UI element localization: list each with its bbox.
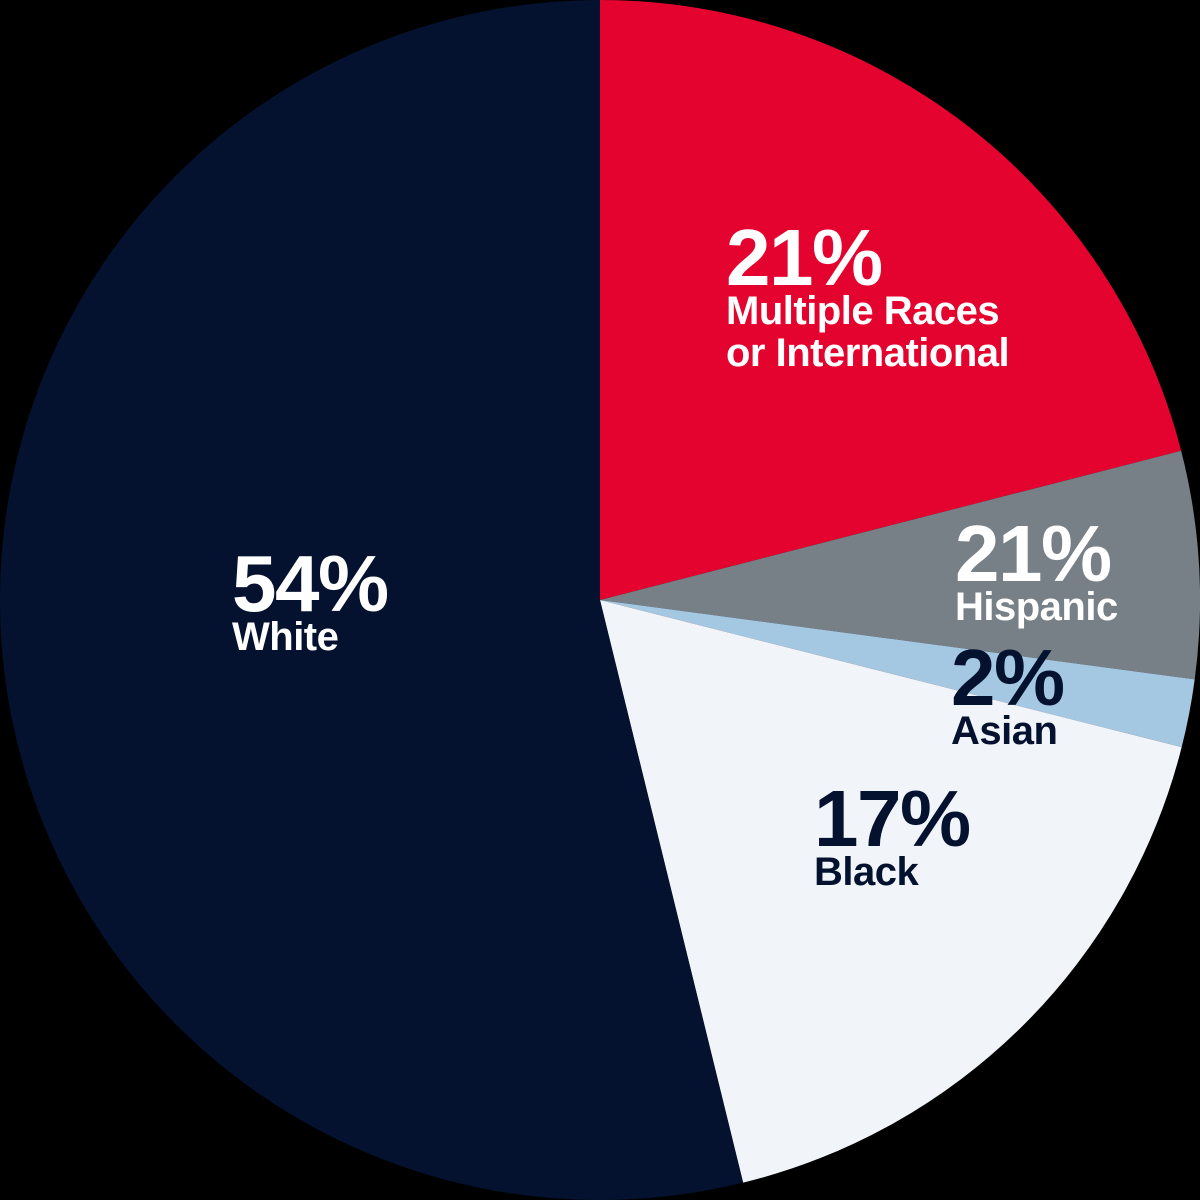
- category-name: Asian: [951, 710, 1064, 752]
- pie-slice-black: [600, 600, 1182, 1183]
- percent-value: 17%: [814, 774, 971, 863]
- percent-value: 54%: [232, 539, 389, 628]
- percent-value: 21%: [955, 509, 1112, 598]
- pie-slice-hispanic: [600, 450, 1200, 680]
- percent-value: 21%: [726, 213, 883, 302]
- category-name: Multiple Races or International: [726, 289, 1010, 375]
- percent-value: 2%: [951, 633, 1065, 722]
- label-hispanic: 21% Hispanic: [955, 509, 1118, 629]
- pie-slice-asian: [600, 600, 1195, 748]
- label-white: 54% White: [232, 539, 389, 659]
- label-black: 17% Black: [814, 774, 971, 894]
- category-name: White: [232, 616, 388, 658]
- category-line-2: or International: [726, 331, 1010, 375]
- category-name: Hispanic: [955, 586, 1118, 628]
- category-line-1: Multiple Races: [726, 289, 1000, 333]
- pie-slice-multiple-races-or-international: [600, 0, 1182, 600]
- category-line-1: Asian: [951, 709, 1058, 753]
- label-asian: 2% Asian: [951, 633, 1065, 753]
- category-line-1: White: [232, 615, 339, 659]
- label-multiple-races-or-international: 21% Multiple Races or International: [726, 213, 1010, 375]
- category-name: Black: [814, 851, 970, 893]
- category-line-1: Hispanic: [955, 585, 1118, 629]
- pie-slice-white: [0, 0, 744, 1200]
- category-line-1: Black: [814, 850, 919, 894]
